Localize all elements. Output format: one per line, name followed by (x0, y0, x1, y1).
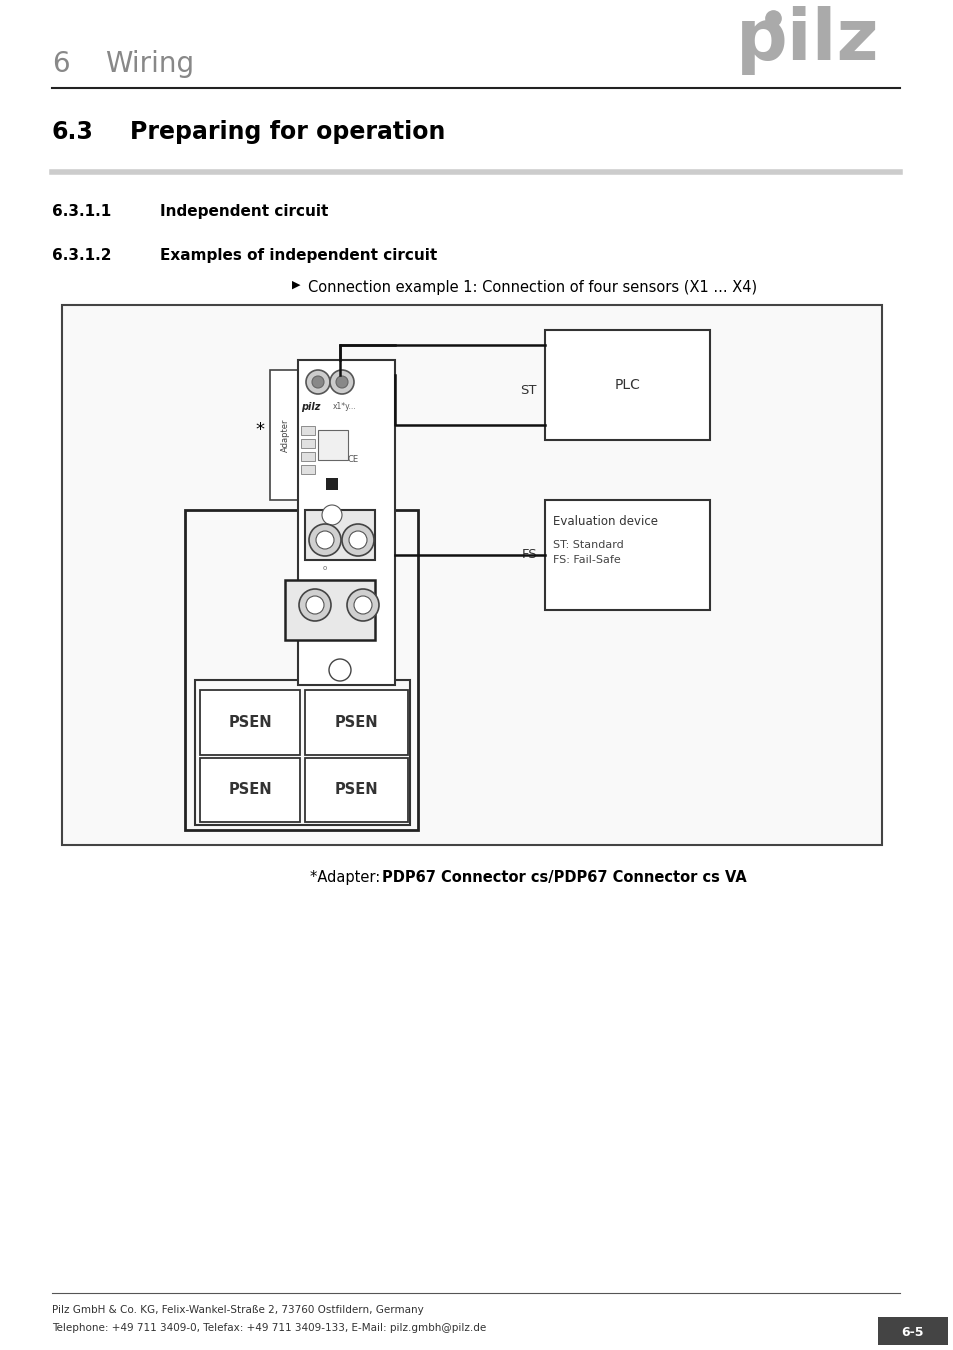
Text: FS: FS (521, 548, 537, 562)
Circle shape (347, 589, 378, 621)
Bar (194, 680, 410, 825)
Text: CE: CE (348, 455, 358, 464)
Circle shape (306, 595, 324, 614)
Bar (544, 329, 709, 440)
Text: Preparing for operation: Preparing for operation (130, 120, 445, 144)
Text: FS: Fail-Safe: FS: Fail-Safe (553, 555, 620, 566)
Text: *: * (255, 421, 264, 439)
Bar (301, 464, 314, 474)
Circle shape (312, 377, 324, 387)
Text: 6-5: 6-5 (901, 1326, 923, 1338)
Bar (326, 478, 337, 490)
Bar (544, 500, 709, 610)
Text: o: o (322, 566, 327, 571)
Circle shape (298, 589, 331, 621)
Text: PDP67 Connector cs/PDP67 Connector cs VA: PDP67 Connector cs/PDP67 Connector cs VA (381, 869, 746, 886)
Bar (301, 452, 314, 460)
Bar (301, 427, 314, 435)
Bar (877, 1318, 947, 1345)
Text: 6.3: 6.3 (52, 120, 93, 144)
Circle shape (322, 505, 341, 525)
Text: Wiring: Wiring (105, 50, 193, 78)
Text: Telephone: +49 711 3409-0, Telefax: +49 711 3409-133, E-Mail: pilz.gmbh@pilz.de: Telephone: +49 711 3409-0, Telefax: +49 … (52, 1323, 486, 1332)
Text: Connection example 1: Connection of four sensors (X1 ... X4): Connection example 1: Connection of four… (308, 279, 757, 296)
Bar (305, 757, 408, 822)
Bar (285, 580, 375, 640)
Bar (62, 305, 882, 845)
Bar (305, 510, 375, 560)
Text: 6.3.1.2: 6.3.1.2 (52, 248, 112, 263)
Text: Examples of independent circuit: Examples of independent circuit (160, 248, 436, 263)
Text: Evaluation device: Evaluation device (553, 514, 658, 528)
Text: PLC: PLC (614, 378, 639, 392)
Text: 6: 6 (52, 50, 70, 78)
Circle shape (306, 370, 330, 394)
Circle shape (330, 370, 354, 394)
Text: ST: Standard: ST: Standard (553, 540, 623, 549)
Circle shape (315, 531, 334, 549)
Circle shape (335, 377, 348, 387)
Text: pilz: pilz (301, 402, 320, 412)
Bar (301, 439, 314, 448)
Text: ST: ST (520, 383, 537, 397)
Text: pilz: pilz (736, 5, 879, 76)
Bar (297, 360, 395, 684)
Text: PSEN: PSEN (228, 716, 272, 730)
Circle shape (349, 531, 367, 549)
Text: *Adapter:: *Adapter: (310, 869, 384, 886)
Circle shape (341, 524, 374, 556)
Text: PSEN: PSEN (335, 783, 378, 798)
Text: PSEN: PSEN (228, 783, 272, 798)
Text: Independent circuit: Independent circuit (160, 204, 328, 219)
Text: PSEN: PSEN (335, 716, 378, 730)
Text: Pilz GmbH & Co. KG, Felix-Wankel-Straße 2, 73760 Ostfildern, Germany: Pilz GmbH & Co. KG, Felix-Wankel-Straße … (52, 1305, 423, 1315)
Text: Adapter: Adapter (280, 418, 289, 452)
Circle shape (354, 595, 372, 614)
Circle shape (309, 524, 340, 556)
Text: ▶: ▶ (292, 279, 300, 290)
Text: x1*y...: x1*y... (333, 402, 356, 410)
Circle shape (329, 659, 351, 680)
Text: 6.3.1.1: 6.3.1.1 (52, 204, 112, 219)
Bar (200, 757, 299, 822)
Bar (200, 690, 299, 755)
Bar (305, 690, 408, 755)
Bar (270, 370, 299, 500)
Bar (185, 510, 417, 830)
Bar (317, 431, 348, 460)
